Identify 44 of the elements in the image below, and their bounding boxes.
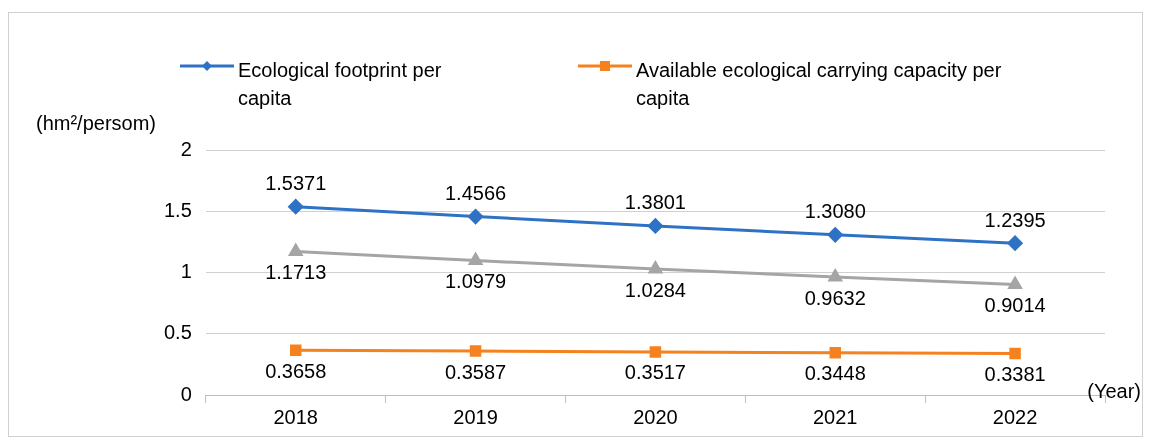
data-label: 1.1713 [265, 261, 327, 284]
point [828, 269, 842, 282]
point [468, 253, 483, 266]
x-tick-label: 2020 [633, 405, 678, 428]
data-label: 0.3587 [444, 360, 507, 383]
data-label: 0.9632 [804, 286, 866, 309]
data-label: 1.4566 [444, 182, 507, 205]
point [1009, 347, 1021, 360]
point [468, 209, 484, 225]
data-label: 1.0284 [624, 278, 686, 301]
data-label: 1.3801 [624, 191, 686, 214]
legend-label: Available ecological carrying capacity per capita [636, 58, 1003, 111]
data-label: 0.3658 [265, 359, 327, 382]
y-tick-label: 2 [180, 137, 192, 160]
data-label: 1.2395 [984, 208, 1046, 231]
x-tick-label: 2019 [453, 405, 498, 428]
x-tick-label: 2018 [273, 405, 318, 428]
data-label: 1.0979 [444, 270, 507, 293]
point [829, 347, 841, 359]
x-tick-label: 2022 [992, 405, 1038, 428]
data-label: 0.3448 [804, 362, 866, 385]
data-label: 1.5371 [265, 172, 327, 195]
data-label: 0.3517 [624, 361, 686, 384]
y-axis-title: (hm²/persom) [36, 112, 157, 135]
y-tick-label: 1 [180, 260, 192, 283]
point [288, 199, 304, 215]
x-axis-title: (Year) [1087, 380, 1141, 403]
point [647, 218, 663, 234]
point [827, 227, 843, 243]
x-tick-label: 2021 [812, 405, 858, 428]
point [289, 344, 302, 356]
data-label: 0.9014 [984, 294, 1046, 317]
point [469, 345, 482, 357]
y-tick-label: 0 [180, 382, 192, 405]
y-tick-label: 1.5 [163, 198, 192, 221]
y-tick-label: 0.5 [163, 321, 192, 344]
data-label: 0.3381 [984, 363, 1046, 386]
legend-label: Ecological footprint per capita [238, 58, 443, 111]
point [1007, 235, 1023, 251]
point [289, 244, 303, 257]
point [649, 346, 662, 358]
data-label: 1.3080 [804, 200, 866, 223]
point [648, 261, 663, 274]
point [1008, 277, 1022, 290]
